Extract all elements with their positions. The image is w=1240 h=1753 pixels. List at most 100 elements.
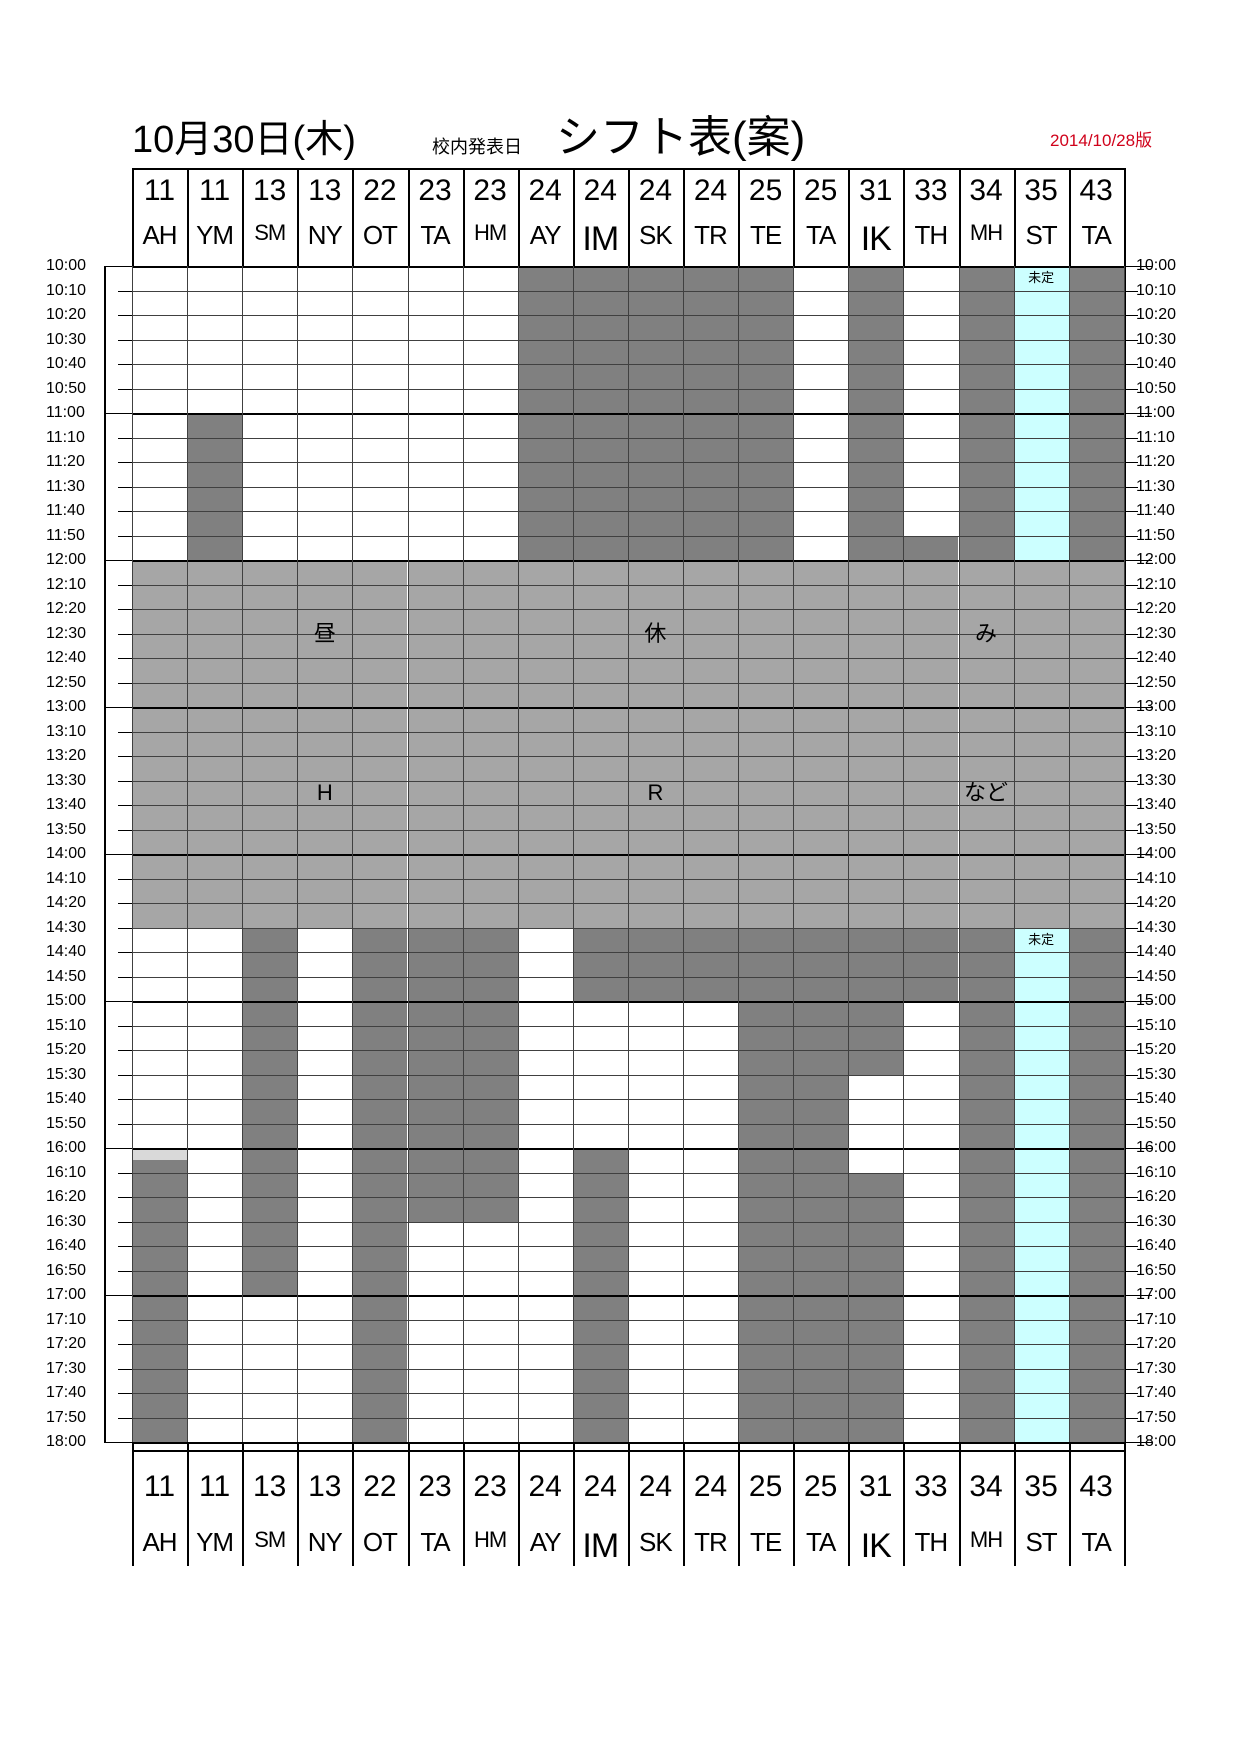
time-label: 17:40 [46, 1384, 87, 1401]
time-tick [118, 658, 132, 659]
column-number: 22 [363, 1470, 397, 1503]
time-tick [118, 339, 132, 341]
time-tick [1123, 927, 1138, 929]
column-initials: SK [639, 220, 673, 250]
time-axis-line [104, 266, 106, 1442]
column-initials: HM [473, 1527, 507, 1552]
time-label: 12:00 [46, 551, 87, 568]
page-title: シフト表(案) [556, 113, 806, 162]
header-divider [903, 168, 906, 266]
row-line [132, 1442, 1124, 1444]
time-tick [118, 609, 132, 610]
time-label: 15:50 [46, 1114, 87, 1132]
time-label: 17:50 [1136, 1408, 1177, 1426]
time-label: 14:40 [1136, 943, 1177, 960]
time-tick [118, 1074, 132, 1076]
column-line [903, 266, 905, 1442]
time-label: 14:10 [46, 869, 87, 887]
time-label: 15:00 [46, 992, 87, 1009]
column-initials: TH [914, 1527, 949, 1557]
time-label: 14:30 [1136, 918, 1177, 936]
time-label: 11:50 [1136, 526, 1175, 544]
time-tick [118, 1319, 132, 1321]
time-tick [1123, 805, 1138, 806]
column-line [793, 266, 795, 1442]
time-label: 16:50 [46, 1261, 87, 1279]
time-tick [1123, 1442, 1152, 1443]
time-tick [118, 1368, 132, 1370]
time-label: 12:10 [1136, 575, 1177, 593]
column-initials: AY [529, 220, 562, 250]
time-label: 13:40 [46, 796, 87, 813]
header-divider [1013, 168, 1016, 266]
shift-cell [903, 927, 959, 1001]
header-divider [738, 168, 741, 266]
time-label: 11:30 [1136, 477, 1175, 495]
time-label: 13:30 [46, 771, 87, 789]
time-tick [1123, 364, 1138, 365]
time-tick [1123, 952, 1138, 953]
time-label: 15:30 [46, 1065, 87, 1083]
lunch-break-label: 昼 [313, 620, 336, 646]
time-label: 16:10 [1136, 1163, 1177, 1181]
column-number: 23 [473, 174, 507, 207]
column-number: 23 [473, 1470, 507, 1503]
time-label: 13:30 [1136, 771, 1177, 789]
time-label: 17:30 [1136, 1359, 1177, 1377]
time-label: 15:10 [1136, 1016, 1177, 1034]
header-divider [187, 1442, 190, 1566]
time-label: 15:30 [1136, 1065, 1177, 1083]
time-label: 15:10 [46, 1016, 87, 1034]
time-label: 15:00 [1136, 992, 1177, 1009]
column-number: 34 [969, 1470, 1003, 1503]
column-number: 13 [308, 1470, 342, 1503]
time-tick [1123, 1393, 1138, 1394]
time-label: 12:40 [46, 649, 87, 666]
time-tick [118, 1270, 132, 1272]
time-tick [1123, 707, 1152, 708]
time-tick [118, 315, 132, 316]
break-cell [627, 560, 683, 928]
time-tick [1123, 1148, 1152, 1149]
time-tick [104, 707, 132, 708]
column-line [407, 266, 409, 1442]
header-divider [683, 168, 685, 266]
column-number: 43 [1079, 174, 1113, 207]
column-initials: IM [582, 1527, 619, 1565]
time-label: 12:00 [1136, 551, 1177, 568]
header-divider [848, 168, 851, 266]
time-tick [1123, 266, 1152, 267]
time-label: 12:40 [1136, 649, 1177, 666]
shift-cell [132, 1148, 188, 1161]
column-line [683, 266, 684, 1442]
time-label: 14:40 [46, 943, 87, 960]
column-number: 13 [308, 174, 342, 207]
time-tick [118, 584, 132, 586]
time-tick [1123, 609, 1138, 610]
column-number: 11 [143, 1470, 176, 1503]
time-label: 17:50 [46, 1408, 87, 1426]
column-initials: AY [529, 1527, 562, 1557]
time-tick [1123, 854, 1152, 855]
header-divider [958, 1442, 961, 1566]
column-number: 35 [1024, 1470, 1058, 1503]
column-line [132, 266, 133, 1442]
column-initials: ST [1025, 1527, 1057, 1557]
time-tick [1123, 437, 1138, 439]
time-label: 14:10 [1136, 869, 1177, 887]
break-cell [517, 560, 573, 928]
time-tick [1123, 1172, 1138, 1174]
column-number: 11 [199, 174, 231, 207]
time-label: 17:40 [1136, 1384, 1177, 1401]
column-number: 23 [418, 174, 452, 207]
time-label: 12:20 [46, 600, 87, 617]
header-divider [242, 168, 245, 266]
time-tick [1123, 1295, 1152, 1296]
time-tick [118, 1050, 132, 1051]
time-label: 11:40 [46, 502, 85, 519]
column-initials: OT [362, 1527, 398, 1557]
time-label: 10:10 [1136, 281, 1177, 299]
time-label: 17:10 [1136, 1310, 1177, 1328]
column-number: 24 [693, 174, 728, 207]
column-initials: SM [254, 1527, 286, 1552]
